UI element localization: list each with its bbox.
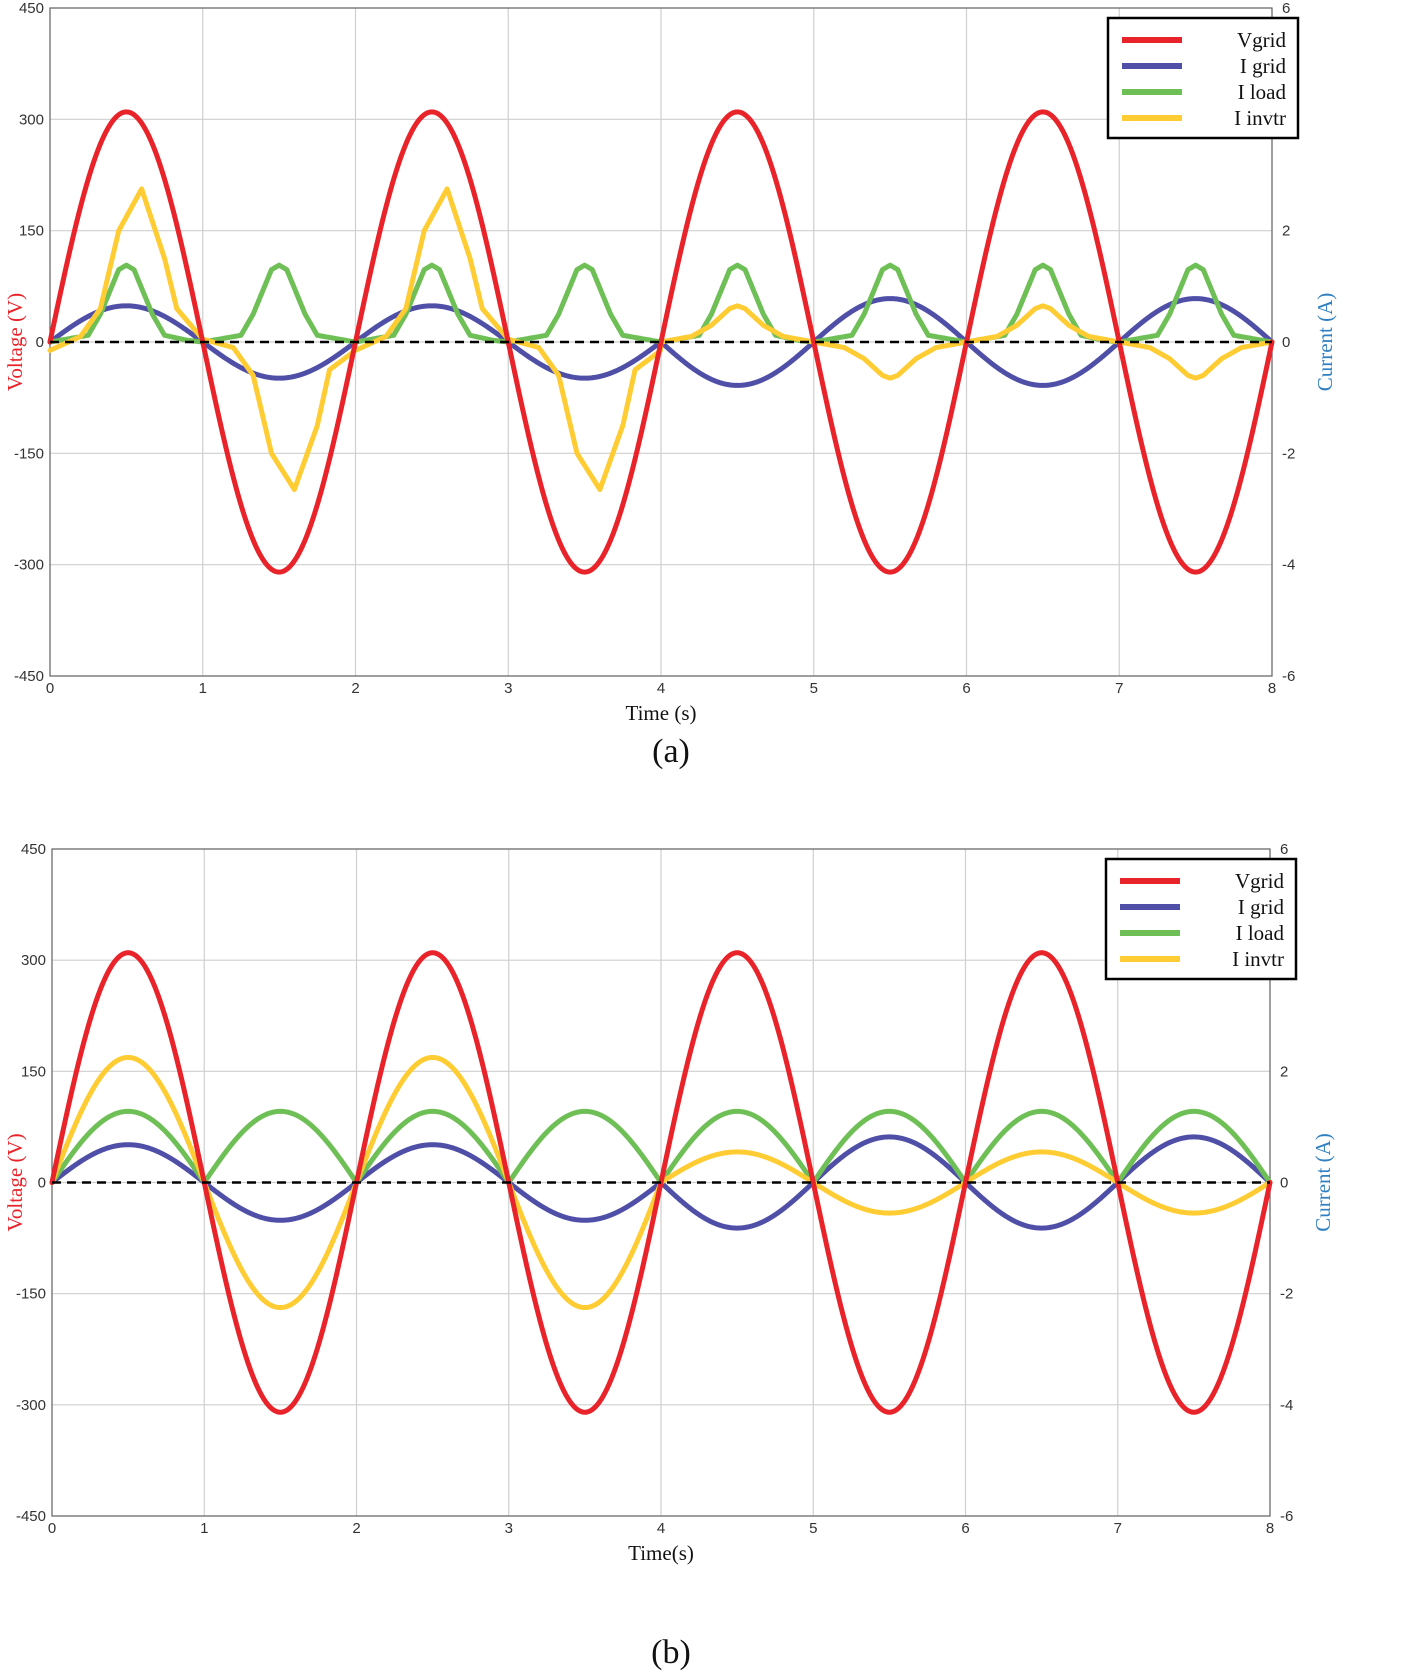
y-left-tick-label: 300 xyxy=(19,111,44,128)
y-left-tick-label: -150 xyxy=(14,445,44,462)
legend-label-vgrid: Vgrid xyxy=(1237,28,1286,52)
x-tick-label: 3 xyxy=(504,680,512,697)
y-left-axis-title: Voltage (V) xyxy=(3,293,27,391)
legend-label-igrid: I grid xyxy=(1240,54,1287,78)
panel-label: (a) xyxy=(652,733,690,770)
y-left-tick-label: -150 xyxy=(16,1286,46,1303)
x-tick-label: 0 xyxy=(46,680,54,697)
chart-panel-b: 0123456784503001500-150-300-4506420-2-4-… xyxy=(0,837,1405,1674)
y-right-tick-label: 2 xyxy=(1282,223,1290,240)
x-tick-label: 0 xyxy=(48,1520,56,1537)
y-left-tick-label: -300 xyxy=(14,557,44,574)
x-tick-label: 2 xyxy=(352,1520,360,1537)
legend-label-invtr: I invtr xyxy=(1232,947,1284,971)
x-tick-label: 3 xyxy=(505,1520,513,1537)
y-left-tick-label: 450 xyxy=(19,0,44,17)
y-right-tick-label: -6 xyxy=(1280,1508,1293,1525)
y-left-axis-title: Voltage (V) xyxy=(3,1133,27,1231)
x-tick-label: 2 xyxy=(351,680,359,697)
legend-label-invtr: I invtr xyxy=(1234,106,1286,130)
y-left-tick-label: -450 xyxy=(16,1508,46,1525)
y-left-tick-label: 150 xyxy=(19,223,44,240)
y-left-tick-label: 300 xyxy=(21,952,46,969)
y-right-axis-title: Current (A) xyxy=(1311,1133,1335,1232)
x-tick-label: 5 xyxy=(810,680,818,697)
y-left-tick-label: 150 xyxy=(21,1063,46,1080)
x-tick-label: 4 xyxy=(657,680,665,697)
x-tick-label: 1 xyxy=(200,1520,208,1537)
x-axis-title: Time (s) xyxy=(626,701,697,725)
legend-label-iload: I load xyxy=(1236,921,1285,945)
y-left-tick-label: -450 xyxy=(14,668,44,685)
x-tick-label: 8 xyxy=(1266,1520,1274,1537)
x-tick-label: 8 xyxy=(1268,680,1276,697)
x-tick-label: 6 xyxy=(962,680,970,697)
legend-label-igrid: I grid xyxy=(1238,895,1285,919)
y-right-tick-label: -2 xyxy=(1280,1286,1293,1303)
y-right-tick-label: -4 xyxy=(1282,557,1295,574)
y-right-tick-label: 2 xyxy=(1280,1063,1288,1080)
y-left-tick-label: 0 xyxy=(38,1175,46,1192)
y-right-axis-title: Current (A) xyxy=(1313,293,1337,392)
x-tick-label: 7 xyxy=(1114,1520,1122,1537)
x-tick-label: 4 xyxy=(657,1520,665,1537)
y-right-tick-label: -4 xyxy=(1280,1397,1293,1414)
y-left-tick-label: 450 xyxy=(21,841,46,858)
y-right-tick-label: 6 xyxy=(1282,0,1290,17)
chart-panel-a: 0123456784503001500-150-300-4506420-2-4-… xyxy=(3,0,1337,770)
series-vgrid xyxy=(47,109,1275,575)
y-left-tick-label: 0 xyxy=(36,334,44,351)
x-tick-label: 6 xyxy=(961,1520,969,1537)
y-right-tick-label: 6 xyxy=(1280,841,1288,858)
x-tick-label: 1 xyxy=(199,680,207,697)
panel-label: (b) xyxy=(651,1634,691,1671)
legend-label-iload: I load xyxy=(1238,80,1287,104)
legend-label-vgrid: Vgrid xyxy=(1235,869,1284,893)
x-tick-label: 7 xyxy=(1115,680,1123,697)
chart-b-svg: 0123456784503001500-150-300-4506420-2-4-… xyxy=(3,841,1335,1671)
y-right-tick-label: -2 xyxy=(1282,445,1295,462)
x-axis-title: Time(s) xyxy=(628,1541,694,1565)
y-right-tick-label: -6 xyxy=(1282,668,1295,685)
y-right-tick-label: 0 xyxy=(1280,1175,1288,1192)
x-tick-label: 5 xyxy=(809,1520,817,1537)
y-right-tick-label: 0 xyxy=(1282,334,1290,351)
chart-a-svg: 0123456784503001500-150-300-4506420-2-4-… xyxy=(3,0,1337,770)
y-left-tick-label: -300 xyxy=(16,1397,46,1414)
